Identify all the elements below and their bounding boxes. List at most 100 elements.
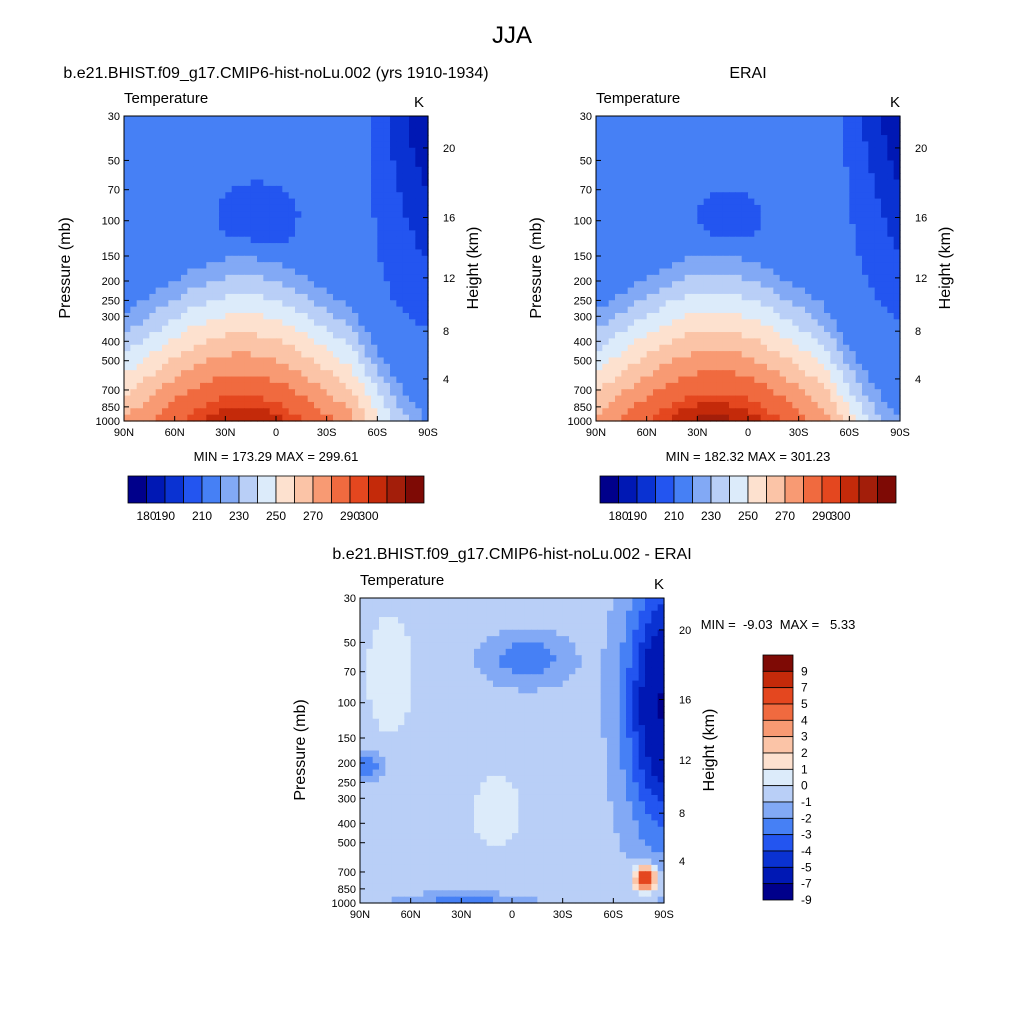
contour-cell — [780, 357, 787, 364]
contour-cell — [799, 218, 806, 225]
contour-cell — [187, 249, 194, 256]
contour-cell — [187, 357, 194, 364]
contour-cell — [276, 237, 283, 244]
contour-cell — [314, 351, 321, 358]
contour-cell — [124, 116, 131, 123]
contour-cell — [404, 617, 411, 624]
contour-cell — [396, 173, 403, 180]
contour-cell — [282, 377, 289, 384]
contour-cell — [194, 408, 201, 415]
contour-cell — [773, 180, 780, 187]
contour-cell — [602, 256, 609, 263]
contour-cell — [628, 205, 635, 212]
contour-cell — [365, 269, 372, 276]
contour-cell — [653, 249, 660, 256]
contour-cell — [678, 281, 685, 288]
contour-cell — [270, 269, 277, 276]
contour-cell — [653, 370, 660, 377]
contour-cell — [314, 307, 321, 314]
contour-cell — [672, 249, 679, 256]
y-tick-label: 250 — [102, 295, 120, 307]
contour-cell — [168, 370, 175, 377]
contour-cell — [615, 243, 622, 250]
contour-cell — [371, 243, 378, 250]
contour-cell — [187, 332, 194, 339]
contour-cell — [704, 402, 711, 409]
contour-cell — [672, 237, 679, 244]
contour-cell — [301, 262, 308, 269]
contour-cell — [773, 281, 780, 288]
contour-cell — [206, 389, 213, 396]
contour-cell — [232, 281, 239, 288]
contour-cell — [301, 205, 308, 212]
contour-cell — [602, 319, 609, 326]
y-tick-label: 850 — [574, 402, 592, 414]
contour-cell — [162, 275, 169, 282]
contour-cell — [130, 396, 137, 403]
contour-cell — [124, 402, 131, 409]
contour-cell — [333, 224, 340, 231]
contour-cell — [640, 205, 647, 212]
contour-cell — [645, 598, 652, 605]
contour-cell — [780, 129, 787, 136]
contour-cell — [409, 313, 416, 320]
contour-cell — [735, 224, 742, 231]
contour-cell — [856, 237, 863, 244]
contour-cell — [761, 364, 768, 371]
contour-cell — [647, 275, 654, 282]
contour-cell — [575, 611, 582, 618]
contour-cell — [628, 351, 635, 358]
contour-cell — [881, 294, 888, 301]
contour-cell — [767, 129, 774, 136]
contour-cell — [301, 218, 308, 225]
contour-cell — [805, 141, 812, 148]
contour-cell — [187, 148, 194, 155]
contour-cell — [282, 408, 289, 415]
contour-cell — [137, 319, 144, 326]
contour-cell — [602, 154, 609, 161]
contour-cell — [366, 598, 373, 605]
contour-cell — [276, 122, 283, 129]
contour-cell — [666, 186, 673, 193]
contour-cell — [257, 269, 264, 276]
contour-cell — [238, 160, 245, 167]
contour-cell — [615, 129, 622, 136]
contour-cell — [187, 199, 194, 206]
contour-cell — [403, 408, 410, 415]
contour-cell — [124, 160, 131, 167]
contour-cell — [289, 402, 296, 409]
contour-cell — [314, 230, 321, 237]
contour-cell — [346, 351, 353, 358]
contour-cell — [691, 408, 698, 415]
contour-cell — [409, 135, 416, 142]
contour-cell — [754, 370, 761, 377]
contour-cell — [805, 148, 812, 155]
contour-cell — [596, 402, 603, 409]
contour-cell — [843, 218, 850, 225]
contour-cell — [390, 180, 397, 187]
contour-cell — [691, 122, 698, 129]
contour-cell — [308, 269, 315, 276]
contour-cell — [729, 237, 736, 244]
contour-cell — [149, 116, 156, 123]
contour-cell — [384, 389, 391, 396]
contour-cell — [333, 383, 340, 390]
contour-cell — [130, 319, 137, 326]
contour-cell — [384, 357, 391, 364]
contour-cell — [377, 135, 384, 142]
contour-cell — [263, 332, 270, 339]
contour-cell — [742, 148, 749, 155]
contour-cell — [244, 275, 251, 282]
contour-cell — [238, 319, 245, 326]
contour-cell — [130, 249, 137, 256]
contour-cell — [685, 351, 692, 358]
contour-cell — [130, 269, 137, 276]
contour-cell — [678, 186, 685, 193]
contour-cell — [251, 357, 258, 364]
contour-cell — [396, 205, 403, 212]
contour-cell — [384, 408, 391, 415]
contour-cell — [371, 148, 378, 155]
contour-cell — [830, 186, 837, 193]
contour-cell — [704, 383, 711, 390]
